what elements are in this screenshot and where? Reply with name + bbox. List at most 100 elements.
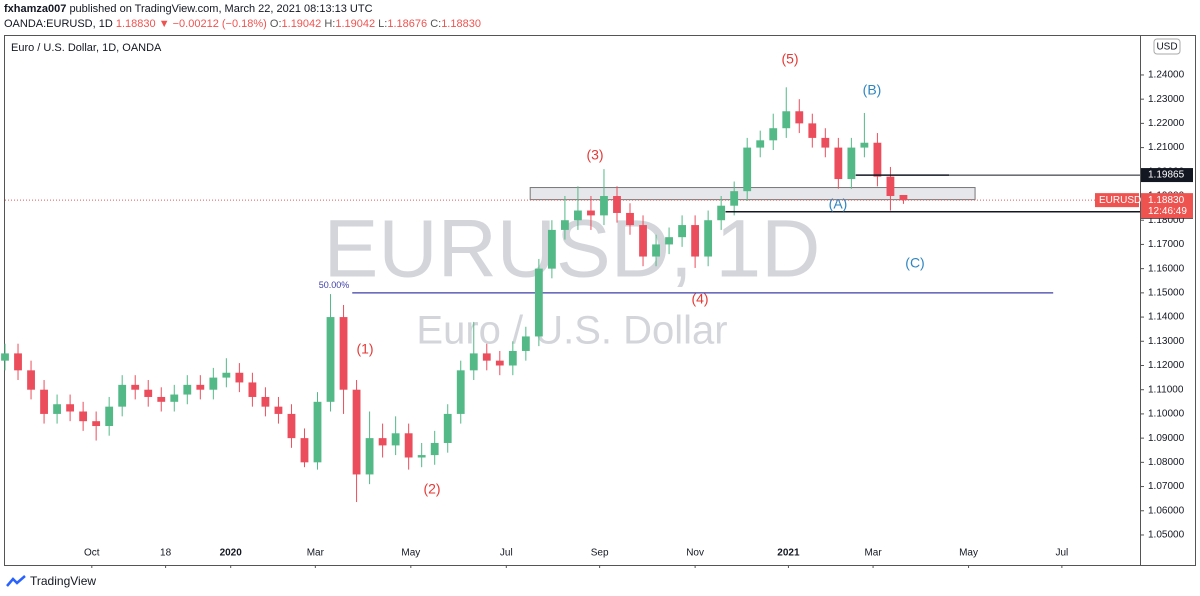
wave-label: (3) (586, 147, 603, 163)
candle-body (652, 244, 660, 257)
ohlc: O:1.19042 H:1.19042 L:1.18676 C:1.18830 (270, 18, 481, 30)
candle-body (118, 384, 127, 407)
x-tick-label: Mar (864, 548, 882, 559)
y-tick-label: 1.11000 (1148, 384, 1184, 395)
y-tick-label: 1.14000 (1148, 312, 1185, 323)
x-tick-label: Oct (84, 548, 100, 559)
frame (4, 35, 1196, 566)
wave-label: (4) (691, 291, 708, 307)
candle-body (274, 406, 283, 414)
fib-label: 50.00% (319, 280, 350, 290)
y-tick-label: 1.07000 (1148, 481, 1185, 492)
ohlc-label: H: (324, 18, 336, 30)
candle-body (131, 384, 140, 390)
wave-label: (1) (356, 341, 373, 357)
ohlc-value: 1.19042 (281, 18, 322, 30)
candle-body (678, 225, 686, 238)
candle-body (456, 370, 465, 414)
wave-label: (B) (863, 82, 882, 98)
y-tick-label: 1.08000 (1148, 457, 1185, 468)
candle-body (352, 389, 361, 475)
candle-body (222, 372, 231, 378)
candle-body (821, 137, 830, 148)
countdown: 12:46:49 (1148, 206, 1187, 217)
candle-body (469, 353, 478, 371)
candle-body (66, 404, 75, 412)
currency: USD (1156, 42, 1177, 53)
candle-body (313, 401, 322, 463)
ohlc-label: C: (430, 18, 442, 30)
candle-body (886, 176, 895, 197)
candle-body (157, 396, 166, 402)
symbol-tag (1095, 193, 1139, 208)
y-tick-label: 1.18000 (1148, 215, 1185, 226)
candle-body (834, 147, 843, 180)
candle-body (547, 229, 556, 269)
zone (529, 187, 976, 201)
y-tick-label: 1.21000 (1148, 142, 1185, 153)
candle-body (613, 196, 621, 213)
candle-body (326, 317, 335, 402)
author[interactable]: fxhamza007 (4, 3, 67, 15)
candle-body (92, 421, 101, 427)
brand: TradingView (30, 574, 97, 588)
last-price-label: 1.18830 (1148, 195, 1185, 206)
price-tag-label: 1.19865 (1148, 170, 1185, 181)
candle-body (756, 140, 765, 148)
x-tick-label: 2020 (220, 548, 243, 559)
y-tick-label: 1.22000 (1148, 118, 1185, 129)
x-tick-label: May (401, 548, 420, 559)
watermark-sub: Euro / U.S. Dollar (416, 309, 727, 353)
candle-body (847, 147, 856, 180)
candle-body (40, 389, 48, 414)
candle-body (574, 210, 582, 221)
candle-body (1, 353, 9, 361)
y-tick-label: 1.12000 (1148, 360, 1185, 371)
x-tick-label: 18 (160, 548, 172, 559)
candle-body (899, 194, 908, 201)
candle-body (743, 147, 752, 192)
y-tick-label: 1.13000 (1148, 336, 1185, 347)
currency-box[interactable] (1153, 38, 1181, 55)
candle-body (365, 438, 374, 475)
candle-body (521, 336, 530, 351)
candle-body (144, 389, 153, 397)
ohlc-value: 1.18676 (387, 18, 428, 30)
candle-body (639, 225, 647, 257)
candle-body (300, 438, 309, 463)
candle-body (587, 210, 595, 216)
candle-body (508, 350, 517, 366)
last-price-tag (1141, 193, 1193, 219)
candle-body (27, 370, 35, 390)
logo (6, 575, 26, 587)
y-tick-label: 1.06000 (1148, 505, 1185, 516)
candle-body (704, 220, 713, 257)
candle-body (183, 384, 192, 395)
candle-body (14, 353, 22, 371)
candle-body (443, 413, 452, 443)
candle-body (600, 196, 608, 216)
y-tick-label: 1.05000 (1148, 530, 1185, 541)
candle-body (717, 205, 726, 221)
symbol-tag-label: EURUSD (1099, 195, 1141, 206)
x-tick-label: Nov (686, 548, 704, 559)
candle-body (665, 237, 673, 245)
price-tag (1141, 168, 1193, 183)
candle-body (691, 225, 700, 257)
candle-body (404, 433, 413, 458)
candle-body (808, 123, 817, 138)
candle-body (873, 142, 882, 177)
ohlc-value: 1.18830 (441, 18, 481, 30)
x-tick-label: 2021 (777, 548, 800, 559)
x-tick-label: May (959, 548, 978, 559)
y-tick-label: 1.15000 (1148, 287, 1185, 298)
y-tick-label: 1.23000 (1148, 94, 1185, 105)
candle-body (287, 413, 296, 439)
candle-body (730, 191, 739, 206)
change: ▼ −0.00212 (−0.18%) (158, 18, 267, 30)
candle-body (235, 372, 244, 383)
candle-body (860, 142, 869, 148)
ohlc-label: O: (269, 18, 282, 30)
x-tick-label: Jul (1055, 548, 1068, 559)
